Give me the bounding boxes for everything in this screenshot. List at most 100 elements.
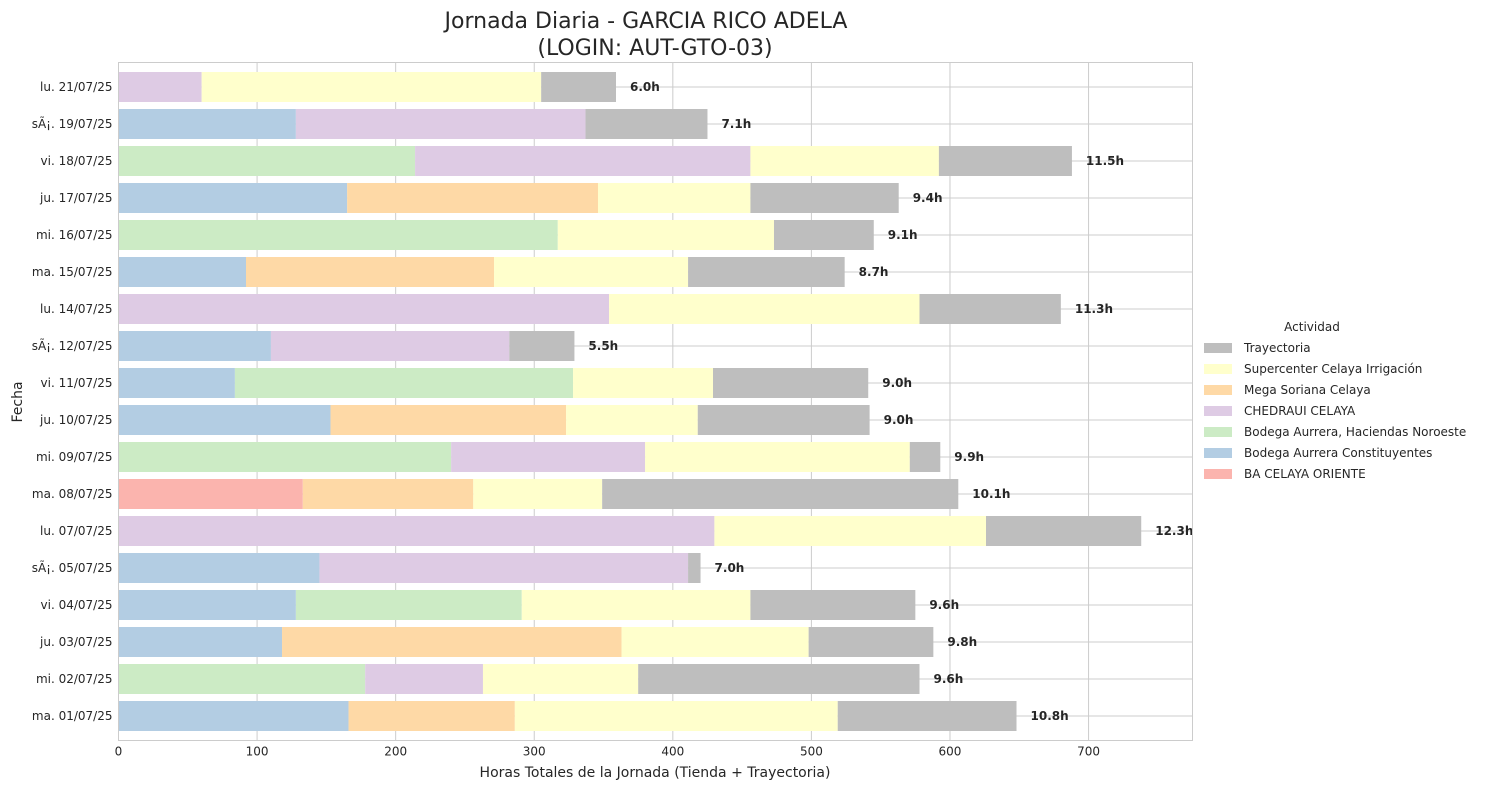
- x-axis-label: Horas Totales de la Jornada (Tienda + Tr…: [480, 765, 831, 781]
- y-tick-label: mi. 02/07/25: [36, 672, 113, 686]
- legend-items: Trayectoria Supercenter Celaya Irrigación…: [1204, 341, 1466, 481]
- total-label: 9.8h: [947, 635, 977, 649]
- bar-segment: [638, 664, 920, 694]
- bar-segment: [118, 257, 246, 287]
- bar-segment: [688, 257, 845, 287]
- bar-segment: [118, 146, 416, 176]
- bar-segment: [909, 442, 941, 472]
- legend-entry: Mega Soriana Celaya: [1244, 383, 1371, 397]
- bar-segment: [750, 183, 899, 213]
- bar-segment: [837, 701, 1017, 731]
- total-label: 9.6h: [929, 598, 959, 612]
- bar-segment: [451, 442, 646, 472]
- bar-segment: [415, 146, 751, 176]
- legend-entry: Bodega Aurrera, Haciendas Noroeste: [1244, 425, 1466, 439]
- bar-segment: [509, 331, 575, 361]
- total-label: 12.3h: [1155, 524, 1193, 538]
- legend-entry: Trayectoria: [1243, 341, 1311, 355]
- chart-subtitle: (LOGIN: AUT-GTO-03): [537, 36, 772, 61]
- legend-entry: BA CELAYA ORIENTE: [1244, 467, 1366, 481]
- bar-segment: [319, 553, 689, 583]
- y-tick-label: ju. 03/07/25: [39, 635, 112, 649]
- bar-segment: [541, 72, 617, 102]
- bar-segment: [118, 405, 331, 435]
- bar-segment: [118, 368, 235, 398]
- total-label: 10.1h: [972, 487, 1010, 501]
- bar-segment: [118, 479, 303, 509]
- x-tick-label: 700: [1077, 745, 1100, 759]
- total-label: 8.7h: [859, 265, 889, 279]
- bar-segment: [938, 146, 1072, 176]
- bar-segment: [494, 257, 689, 287]
- y-tick-label: vi. 18/07/25: [41, 154, 113, 168]
- total-label: 9.0h: [882, 376, 912, 390]
- total-label: 9.4h: [913, 191, 943, 205]
- bar-segment: [118, 590, 296, 620]
- bar-segment: [365, 664, 483, 694]
- bar-segment: [282, 627, 622, 657]
- total-label: 6.0h: [630, 80, 660, 94]
- total-label: 10.8h: [1031, 709, 1069, 723]
- legend-swatch: [1204, 448, 1232, 458]
- legend-entry: Supercenter Celaya Irrigación: [1244, 362, 1422, 376]
- bar-segment: [986, 516, 1142, 546]
- bar-segment: [645, 442, 910, 472]
- x-tick-labels: 0 100 200 300 400 500 600 700: [115, 745, 1100, 759]
- x-tick-label: 400: [661, 745, 684, 759]
- bar-segment: [118, 331, 271, 361]
- bar-segment: [348, 701, 515, 731]
- total-label: 9.1h: [888, 228, 918, 242]
- y-tick-label: mi. 09/07/25: [36, 450, 113, 464]
- y-tick-label: mi. 16/07/25: [36, 228, 113, 242]
- chart-title: Jornada Diaria - GARCIA RICO ADELA: [443, 9, 848, 34]
- bar-segment: [557, 220, 774, 250]
- bar-segment: [118, 294, 610, 324]
- total-label: 11.5h: [1086, 154, 1124, 168]
- y-tick-label: sÃ¡. 19/07/25: [32, 116, 113, 131]
- bar-segment: [621, 627, 809, 657]
- bar-segment: [118, 516, 715, 546]
- bar-segment: [118, 664, 366, 694]
- legend-swatch: [1204, 343, 1232, 353]
- total-label: 9.6h: [933, 672, 963, 686]
- bar-segment: [347, 183, 598, 213]
- y-tick-label: sÃ¡. 12/07/25: [32, 338, 113, 353]
- bar-segment: [118, 553, 320, 583]
- y-tick-labels: lu. 21/07/25 sÃ¡. 19/07/25 vi. 18/07/25 ju.…: [32, 80, 113, 723]
- bar-segment: [688, 553, 701, 583]
- bar-segment: [234, 368, 574, 398]
- y-tick-label: vi. 04/07/25: [41, 598, 113, 612]
- bar-segment: [201, 72, 542, 102]
- y-tick-label: lu. 07/07/25: [40, 524, 112, 538]
- y-tick-label: vi. 11/07/25: [41, 376, 113, 390]
- y-tick-label: lu. 14/07/25: [40, 302, 112, 316]
- bar-segment: [714, 516, 987, 546]
- bar-segment: [597, 183, 751, 213]
- legend-title: Actividad: [1284, 320, 1340, 334]
- bar-segment: [118, 183, 348, 213]
- y-tick-label: ma. 08/07/25: [32, 487, 113, 501]
- y-tick-label: sÃ¡. 05/07/25: [32, 560, 113, 575]
- bar-segment: [118, 220, 558, 250]
- total-label: 7.1h: [721, 117, 751, 131]
- bar-segment: [482, 664, 639, 694]
- x-tick-label: 0: [115, 745, 123, 759]
- bar-segment: [585, 109, 708, 139]
- bar-segment: [118, 442, 452, 472]
- x-tick-label: 100: [246, 745, 269, 759]
- bar-segment: [473, 479, 603, 509]
- x-tick-label: 300: [523, 745, 546, 759]
- bar-segment: [118, 109, 296, 139]
- x-tick-label: 600: [939, 745, 962, 759]
- legend-entry: Bodega Aurrera Constituyentes: [1244, 446, 1432, 460]
- legend: Actividad Trayectoria Supercenter Celaya …: [1204, 320, 1466, 481]
- total-label: 9.0h: [884, 413, 914, 427]
- bar-segment: [118, 701, 349, 731]
- bar-segment: [750, 590, 916, 620]
- y-tick-label: ma. 15/07/25: [32, 265, 113, 279]
- bar-segment: [118, 627, 283, 657]
- y-tick-label: lu. 21/07/25: [40, 80, 112, 94]
- total-label: 7.0h: [715, 561, 745, 575]
- x-tick-label: 200: [384, 745, 407, 759]
- plot-frame: [118, 62, 1193, 741]
